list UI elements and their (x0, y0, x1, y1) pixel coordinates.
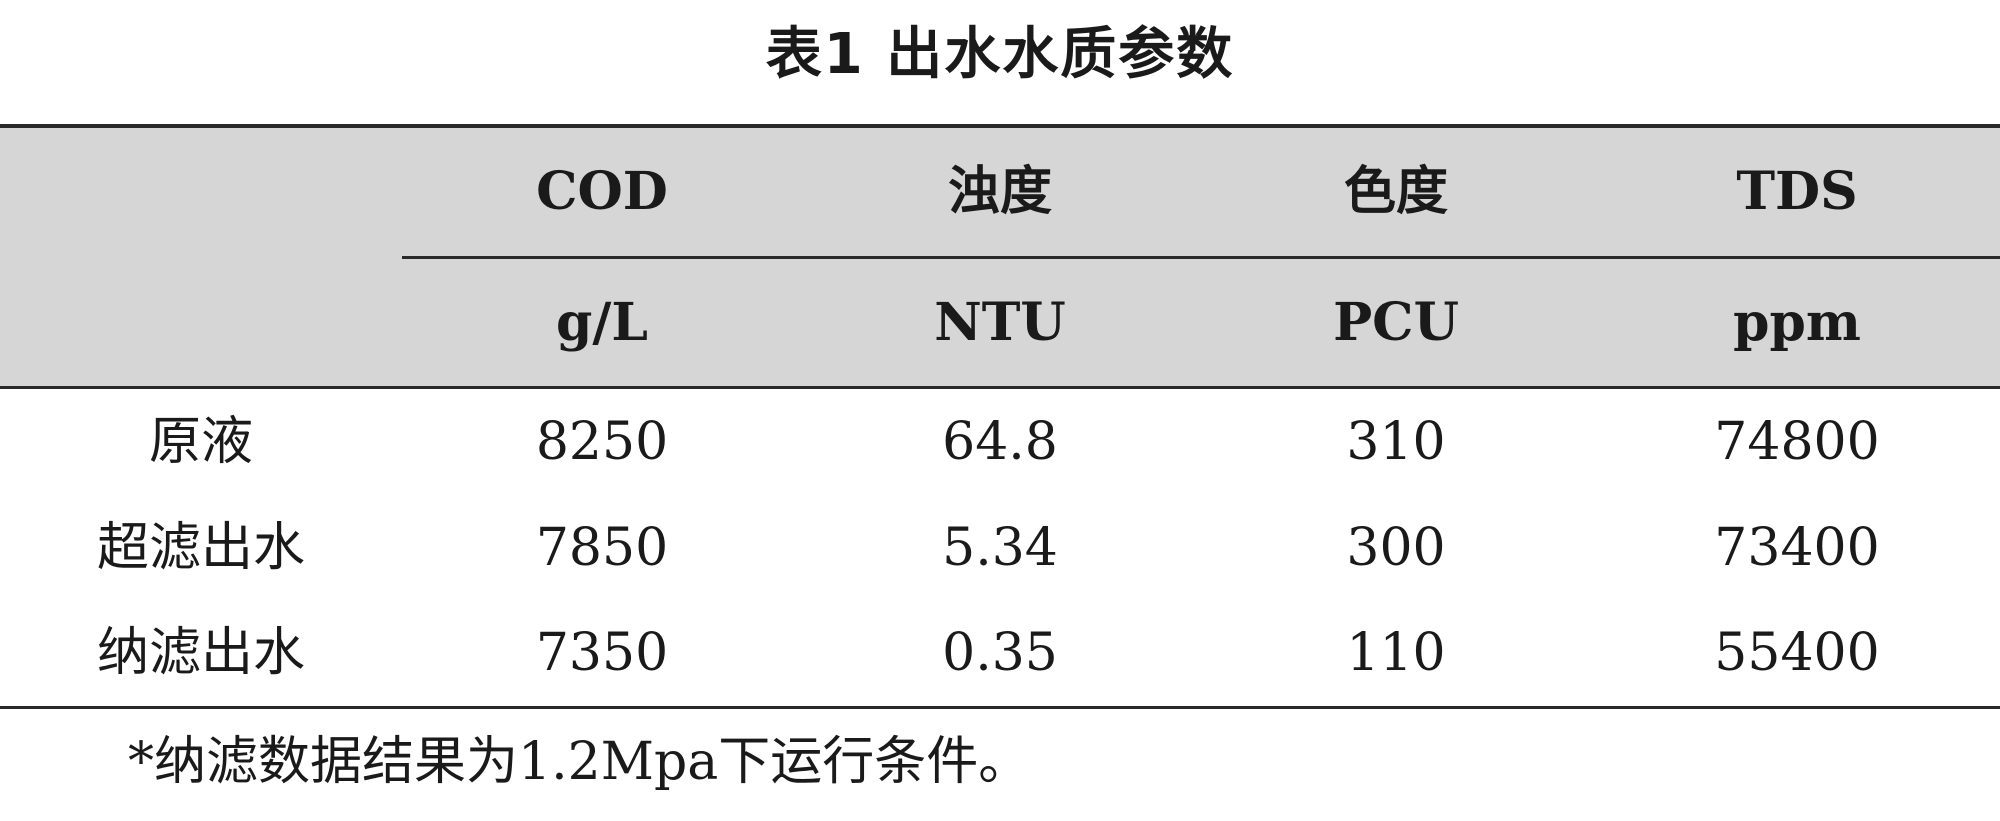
column-unit-tds: ppm (1733, 292, 1861, 353)
header-bottom-rule (0, 386, 2000, 389)
column-header-tds: TDS (1736, 161, 1858, 222)
table-cell: 5.34 (942, 518, 1058, 578)
column-unit-turbidity: NTU (934, 292, 1066, 353)
table-cell: 8250 (535, 412, 669, 472)
table-bottom-rule (0, 706, 2000, 709)
column-header-cod: COD (536, 161, 668, 222)
header-divider-rule (402, 256, 2000, 259)
table-cell: 73400 (1714, 518, 1880, 578)
table-cell: 7850 (535, 518, 669, 578)
table-cell: 0.35 (942, 623, 1058, 683)
column-header-turbidity: 浊度 (947, 162, 1052, 222)
table-top-rule (0, 124, 2000, 128)
column-header-color: 色度 (1343, 162, 1448, 222)
column-unit-cod: g/L (556, 292, 648, 353)
column-unit-color: PCU (1333, 292, 1459, 353)
table-cell: 7350 (535, 623, 669, 683)
table-title: 表1 出水水质参数 (765, 22, 1235, 87)
table-cell: 110 (1346, 623, 1446, 683)
table-cell: 74800 (1714, 412, 1880, 472)
table-cell: 310 (1346, 412, 1446, 472)
row-label: 原液 (148, 412, 253, 472)
table-cell: 64.8 (942, 412, 1058, 472)
table-footnote: *纳滤数据结果为1.2Mpa下运行条件。 (128, 732, 1031, 792)
row-label: 纳滤出水 (96, 623, 305, 683)
table-cell: 300 (1346, 518, 1446, 578)
row-label: 超滤出水 (96, 518, 305, 578)
table-cell: 55400 (1714, 623, 1880, 683)
